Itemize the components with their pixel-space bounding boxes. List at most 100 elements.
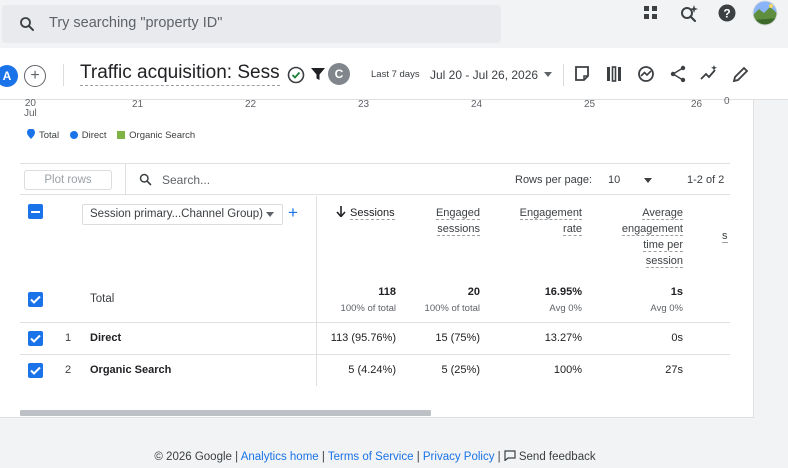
apps-grid-icon[interactable] [640, 2, 662, 24]
row-channel-name[interactable]: Organic Search [90, 364, 172, 376]
engaged-sessions-column-header[interactable]: Engaged sessions [428, 205, 480, 237]
x-axis-label: 22 [245, 99, 257, 110]
row-index: 1 [65, 332, 72, 344]
next-column-header-partial[interactable]: s [722, 228, 730, 244]
page-footer: © 2026 Google | Analytics home | Terms o… [154, 450, 596, 463]
compare-columns-icon[interactable] [604, 64, 624, 84]
legend-total-label: Total [39, 130, 60, 141]
rows-per-page-label: Rows per page: [515, 174, 593, 186]
chevron-down-icon[interactable] [644, 178, 652, 184]
legend-direct-label: Direct [81, 130, 107, 141]
send-feedback-button[interactable]: Send feedback [504, 450, 596, 463]
row-checkbox[interactable] [28, 331, 43, 346]
share-icon[interactable] [668, 64, 688, 84]
total-drop-icon [27, 128, 35, 139]
x-axis-label: 20 Jul [24, 99, 37, 119]
checkmark-icon [30, 295, 41, 304]
total-engaged-sub: 100% of total [424, 303, 480, 314]
analytics-home-link[interactable]: Analytics home [240, 451, 319, 463]
checkmark-icon [30, 366, 41, 375]
legend-direct-dot [69, 131, 78, 139]
row-sessions: 113 (95.76%) [330, 332, 396, 344]
row-avg-time: 27s [665, 364, 683, 376]
report-header: A + Traffic acquisition: Sessi... C Last… [0, 48, 788, 100]
row-divider [20, 354, 730, 355]
edit-pencil-icon[interactable] [731, 64, 751, 84]
table-toolbar: Plot rows Search... Rows per page: 10 1-… [20, 163, 730, 195]
engagement-rate-column-header[interactable]: Engagement rate [510, 205, 582, 237]
date-range-picker[interactable]: Jul 20 - Jul 26, 2026 [430, 68, 539, 82]
horizontal-scrollbar[interactable] [20, 410, 431, 416]
table-search-input[interactable]: Search... [162, 173, 211, 187]
add-dimension-button[interactable]: + [288, 203, 298, 222]
dimension-select[interactable]: Session primary...Channel Group) [82, 204, 283, 225]
filter-icon[interactable] [310, 66, 326, 82]
rows-per-page-select[interactable]: 10 [608, 174, 621, 186]
trend-sparkle-icon[interactable] [699, 64, 719, 84]
copyright-text: © 2026 Google [154, 451, 232, 463]
svg-text:?: ? [723, 7, 730, 21]
chevron-down-icon[interactable] [544, 72, 552, 78]
select-all-checkbox[interactable] [28, 204, 43, 219]
report-card: 20 Jul 21 22 23 24 25 26 0 Total Direct … [0, 96, 754, 418]
property-search-box[interactable]: Try searching "property ID" [2, 5, 501, 43]
insights-icon[interactable] [636, 64, 656, 84]
total-engaged: 20 [467, 286, 480, 298]
comparison-c-badge[interactable]: C [328, 63, 350, 85]
chevron-down-icon[interactable] [266, 212, 274, 218]
sessions-column-header[interactable]: Sessions [336, 205, 395, 221]
x-axis-label: 24 [471, 99, 483, 110]
total-avg-time: 1s [670, 286, 683, 298]
row-engaged: 15 (75%) [435, 332, 480, 344]
x-axis-label: 26 [691, 99, 703, 110]
plot-rows-button[interactable]: Plot rows [24, 170, 112, 190]
insights-note-icon[interactable] [572, 64, 592, 84]
top-bar: Try searching "property ID" ? [0, 0, 788, 48]
legend-total[interactable]: Total [26, 128, 60, 141]
account-avatar[interactable] [752, 0, 778, 26]
report-title[interactable]: Traffic acquisition: Sessi... [80, 62, 280, 86]
search-insights-icon[interactable] [678, 2, 700, 24]
row-divider [20, 322, 730, 323]
row-engagement-rate: 100% [553, 364, 582, 376]
indeterminate-mark [31, 210, 40, 213]
column-divider [316, 196, 317, 386]
total-engagement-rate: 16.95% [544, 286, 582, 298]
help-icon[interactable]: ? [716, 2, 738, 24]
x-axis-label: 21 [132, 99, 144, 110]
row-channel-name[interactable]: Direct [90, 332, 122, 344]
row-sessions: 5 (4.24%) [348, 364, 396, 376]
privacy-policy-link[interactable]: Privacy Policy [422, 451, 495, 463]
avg-header-line4: session [645, 255, 683, 268]
feedback-icon [504, 450, 516, 462]
avg-engagement-time-column-header[interactable]: Average engagement time per session [608, 205, 683, 269]
check-circle-icon[interactable] [287, 66, 305, 84]
x-axis-label-cut: 0 [724, 96, 730, 107]
x-axis-day: 20 [24, 98, 36, 109]
pagination-label: 1-2 of 2 [687, 174, 725, 186]
engaged-header-line2: sessions [437, 223, 480, 236]
rate-header-line1: Engagement [519, 207, 582, 220]
sort-down-arrow-icon [336, 206, 346, 218]
search-placeholder: Try searching "property ID" [49, 15, 223, 31]
checkmark-icon [30, 334, 41, 343]
rate-header-line2: rate [563, 223, 582, 236]
comparison-a-badge[interactable]: A [0, 65, 18, 87]
avg-header-line1: Average [642, 207, 683, 220]
search-icon [20, 17, 34, 31]
add-comparison-button[interactable]: + [24, 65, 46, 87]
send-feedback-label: Send feedback [518, 451, 596, 463]
terms-of-service-link[interactable]: Terms of Service [327, 451, 414, 463]
legend-direct[interactable]: Direct [69, 130, 107, 141]
total-row-checkbox[interactable] [28, 292, 43, 307]
row-index: 2 [65, 364, 72, 376]
row-engagement-rate: 13.27% [544, 332, 582, 344]
toolbar-divider [125, 164, 126, 195]
x-axis-month: Jul [24, 108, 37, 119]
header-divider [63, 64, 64, 86]
x-axis-label: 23 [358, 99, 370, 110]
sessions-header-label: Sessions [350, 207, 395, 220]
legend-organic[interactable]: Organic Search [117, 130, 195, 141]
total-sessions: 118 [378, 286, 396, 298]
row-checkbox[interactable] [28, 363, 43, 378]
